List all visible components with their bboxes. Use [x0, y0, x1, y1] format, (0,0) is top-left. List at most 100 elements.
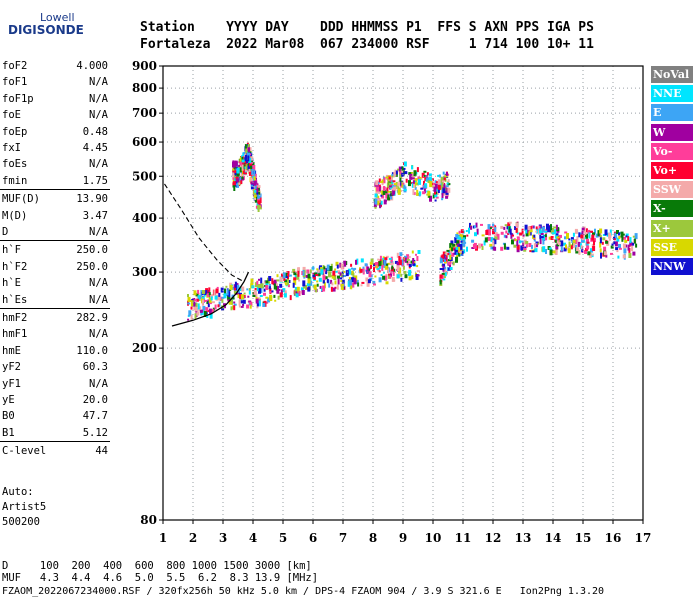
echo-point	[545, 235, 548, 241]
echo-point	[369, 261, 373, 265]
echo-point	[300, 287, 304, 291]
param-value: N/A	[89, 377, 108, 390]
echo-point	[376, 267, 380, 270]
echo-point	[223, 293, 227, 299]
echo-point	[416, 167, 419, 173]
echo-point	[413, 183, 416, 188]
echo-point	[284, 290, 287, 294]
echo-point	[209, 312, 213, 319]
echo-point	[399, 175, 402, 178]
echo-point	[632, 251, 636, 256]
echo-point	[434, 180, 437, 184]
echo-point	[248, 163, 250, 166]
echo-point	[506, 224, 509, 230]
echo-point	[557, 241, 561, 245]
echo-point	[429, 195, 432, 202]
y-tick-label: 300	[132, 265, 157, 279]
param-key: yF1	[2, 377, 21, 390]
echo-point	[355, 279, 359, 284]
echo-point	[396, 274, 400, 279]
echo-point	[229, 284, 233, 290]
param-key: fmin	[2, 174, 28, 187]
echo-point	[265, 280, 269, 284]
echo-point	[459, 252, 463, 256]
x-tick-label: 4	[249, 531, 257, 545]
echo-point	[201, 296, 205, 299]
echo-point	[588, 253, 592, 258]
echo-point	[243, 292, 246, 295]
x-tick-label: 3	[219, 531, 227, 545]
echo-point	[414, 186, 417, 190]
echo-point	[394, 169, 397, 174]
echo-point	[597, 230, 600, 237]
param-hmf2: hmF2 282.9	[2, 312, 108, 324]
param-value: 5.12	[82, 426, 108, 439]
echo-point	[239, 159, 243, 166]
echo-point	[202, 290, 205, 294]
echo-point	[240, 294, 244, 300]
echo-point	[391, 265, 394, 270]
echo-point	[248, 300, 252, 303]
param-fof1p: foF1p N/A	[2, 93, 108, 105]
param-value: N/A	[89, 92, 108, 105]
echo-point	[408, 269, 412, 276]
echo-point	[213, 289, 216, 296]
echo-point	[447, 187, 451, 193]
echo-point	[634, 233, 638, 240]
echo-point	[528, 231, 531, 236]
echo-point	[520, 245, 524, 251]
x-tick-label: 1	[159, 531, 167, 545]
echo-point	[599, 248, 602, 253]
echo-point	[228, 301, 232, 305]
echo-point	[500, 246, 504, 251]
echo-point	[328, 271, 332, 277]
legend-vo-: Vo+	[651, 162, 693, 179]
echo-point	[380, 200, 383, 205]
echo-point	[233, 173, 236, 180]
echo-point	[316, 283, 319, 287]
echo-point	[257, 300, 261, 307]
echo-point	[247, 155, 250, 162]
echo-point	[197, 295, 200, 301]
x-tick-label: 16	[605, 531, 622, 545]
echo-point	[510, 232, 513, 239]
echo-point	[435, 191, 438, 196]
echo-point	[241, 156, 244, 162]
echo-point	[392, 190, 396, 195]
echo-point	[525, 233, 529, 237]
y-tick-label: 500	[132, 169, 157, 183]
echo-point	[420, 178, 423, 180]
echo-point	[592, 246, 596, 251]
echo-point	[544, 230, 548, 233]
echo-point	[437, 184, 441, 190]
echo-point	[436, 182, 440, 187]
echo-point	[253, 170, 256, 177]
echo-point	[192, 298, 196, 301]
echo-point	[611, 243, 614, 246]
echo-point	[258, 284, 261, 288]
echo-point	[374, 275, 377, 278]
echo-point	[397, 183, 400, 187]
echo-point	[406, 261, 410, 266]
echo-point	[452, 261, 455, 266]
echo-point	[361, 281, 365, 284]
echo-point	[604, 229, 608, 236]
echo-point	[535, 230, 538, 233]
echo-point	[248, 147, 250, 153]
echo-point	[442, 191, 446, 196]
echo-point	[549, 249, 553, 256]
echo-point	[427, 190, 431, 196]
echo-point	[434, 199, 437, 202]
echo-point	[402, 182, 405, 185]
echo-point	[240, 305, 244, 308]
echo-point	[294, 274, 297, 279]
echo-point	[298, 279, 301, 282]
echo-point	[523, 248, 527, 250]
param-separator	[0, 441, 110, 443]
echo-point	[266, 301, 269, 304]
echo-point	[442, 188, 446, 194]
echo-point	[378, 178, 381, 183]
echo-point	[253, 180, 257, 185]
echo-point	[587, 229, 591, 234]
echo-point	[256, 280, 259, 285]
